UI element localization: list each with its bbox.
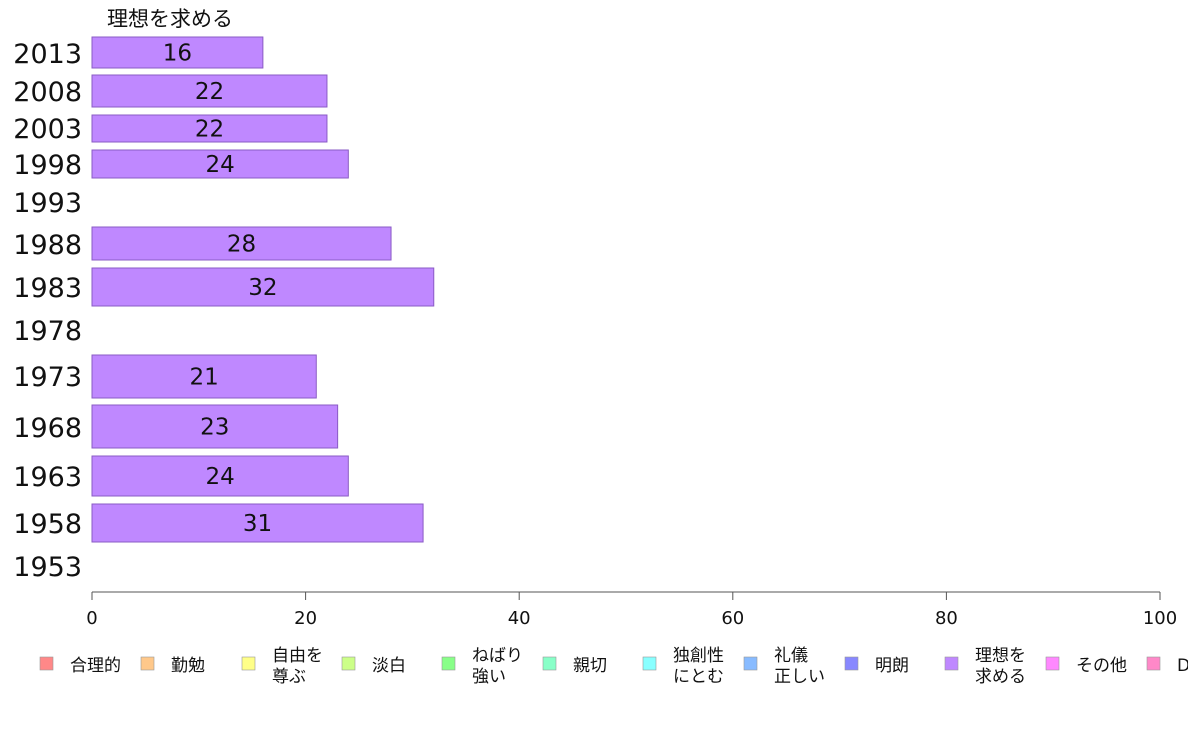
bar-value-label: 22	[195, 117, 224, 143]
y-tick-label: 1973	[13, 362, 82, 393]
legend-label: 淡白	[372, 656, 406, 676]
x-tick-label: 60	[721, 608, 744, 629]
bar-value-label: 24	[206, 464, 235, 490]
y-axis-labels: 2013 2008 2003 1998 1993 1988 1983 1978 1973 1968…	[13, 39, 82, 583]
y-tick-label: 1998	[13, 150, 82, 181]
legend-label: 礼儀正しい	[774, 646, 825, 687]
y-tick-label: 1988	[13, 230, 82, 261]
x-tick-label: 100	[1143, 608, 1177, 629]
bar-value-label: 16	[163, 41, 192, 67]
legend-item: 独創性にとむ	[642, 646, 724, 687]
y-tick-label: 1993	[13, 188, 82, 219]
legend-label: 合理的	[70, 656, 121, 676]
legend-label: 自由を尊ぶ	[272, 646, 323, 687]
legend-label: 明朗	[875, 656, 909, 676]
bar-value-label: 23	[200, 415, 229, 441]
bar-value-label: 21	[189, 365, 218, 391]
x-axis: 0 20 40 60 80 100	[86, 591, 1177, 629]
bar	[91, 74, 328, 108]
legend-label: 勤勉	[171, 656, 205, 676]
y-tick-label: 1978	[13, 316, 82, 347]
legend-swatch	[241, 656, 256, 671]
bar	[91, 149, 349, 179]
x-tick-label: 80	[935, 608, 958, 629]
bar-value-label: 31	[243, 511, 272, 537]
legend-label: ねばり強い	[472, 646, 523, 687]
bar	[91, 36, 264, 69]
legend-swatch	[441, 656, 456, 671]
legend-swatch	[341, 656, 356, 671]
legend-swatch	[39, 656, 54, 671]
bar	[91, 354, 317, 399]
legend-label: その他	[1076, 656, 1127, 676]
bar	[91, 267, 435, 307]
legend-label: 理想を求める	[975, 646, 1026, 687]
legend: 合理的 勤勉 自由を尊ぶ 淡白 ねばり強い 親切 独創性にとむ 礼儀正しい 明朗 理想を求める その…	[39, 646, 1188, 687]
y-tick-label: 1963	[13, 462, 82, 493]
legend-swatch	[944, 656, 959, 671]
bar	[91, 455, 349, 497]
legend-item: 淡白	[341, 656, 406, 676]
legend-swatch	[542, 656, 557, 671]
legend-item: 親切	[542, 656, 607, 676]
legend-swatch	[743, 656, 758, 671]
legend-item: 勤勉	[140, 656, 205, 676]
bar	[91, 114, 328, 143]
bar	[91, 226, 392, 261]
x-tick-label: 20	[294, 608, 317, 629]
y-tick-label: 2013	[13, 39, 82, 70]
bar	[91, 404, 339, 449]
y-tick-label: 2008	[13, 77, 82, 108]
bar-value-label: 32	[248, 275, 277, 301]
bar	[91, 503, 424, 543]
legend-item: 合理的	[39, 656, 121, 676]
legend-label: 親切	[573, 656, 607, 676]
x-tick-label: 0	[86, 608, 97, 629]
legend-swatch	[844, 656, 859, 671]
bar-value-label: 28	[227, 232, 256, 258]
y-tick-label: 1968	[13, 413, 82, 444]
legend-label: 独創性にとむ	[673, 646, 724, 687]
legend-item: 理想を求める	[944, 646, 1026, 687]
legend-item: その他	[1045, 656, 1127, 676]
legend-item: ねばり強い	[441, 646, 523, 687]
y-tick-label: 2003	[13, 114, 82, 145]
legend-swatch	[642, 656, 657, 671]
legend-label: D	[1177, 656, 1188, 676]
bar-value-label: 24	[206, 152, 235, 178]
y-tick-label: 1953	[13, 552, 82, 583]
legend-swatch	[1146, 656, 1161, 671]
bar-value-label: 22	[195, 79, 224, 105]
legend-item: 自由を尊ぶ	[241, 646, 323, 687]
legend-item: 礼儀正しい	[743, 646, 825, 687]
y-tick-label: 1983	[13, 273, 82, 304]
legend-swatch	[1045, 656, 1060, 671]
x-tick-label: 40	[508, 608, 531, 629]
legend-swatch	[140, 656, 155, 671]
series-title: 理想を求める	[107, 7, 233, 31]
legend-item: D	[1146, 656, 1188, 676]
legend-item: 明朗	[844, 656, 909, 676]
y-tick-label: 1958	[13, 509, 82, 540]
